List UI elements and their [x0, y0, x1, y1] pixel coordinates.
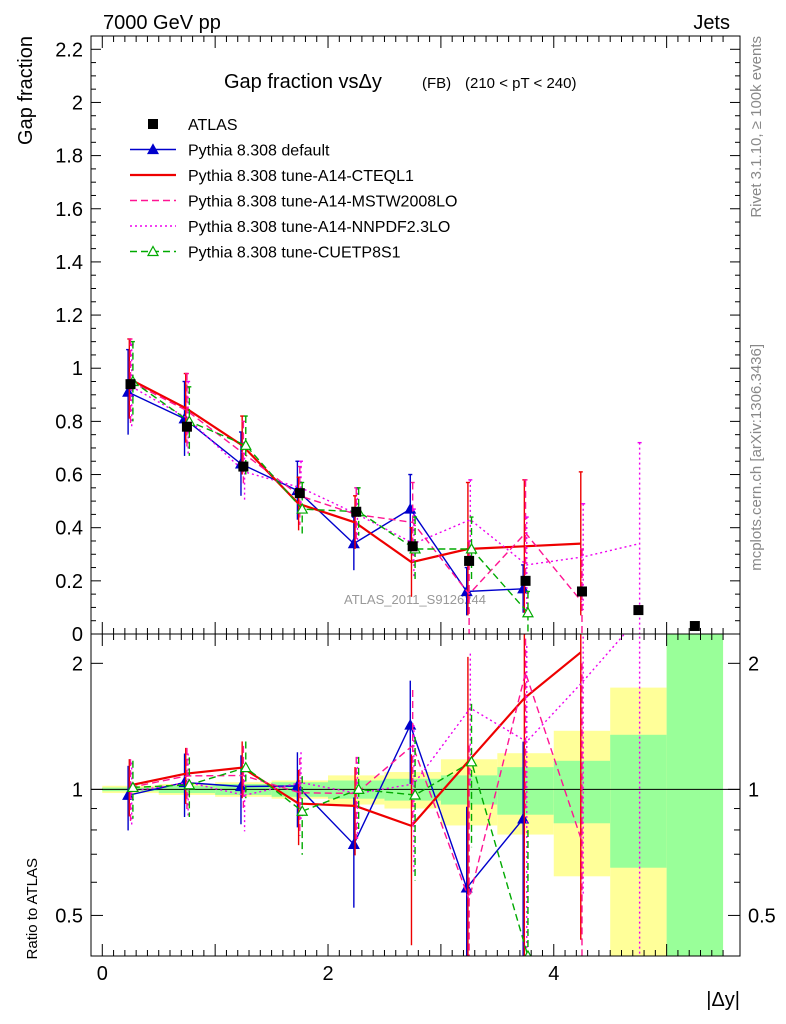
ratio-band-inner — [666, 634, 724, 956]
mc-ratio-marker — [183, 778, 196, 790]
ratio-tick-label-right: 0.5 — [748, 905, 776, 927]
title-cut: (210 < pT < 240) — [465, 75, 576, 92]
mc-marker — [239, 439, 252, 450]
mc-marker — [296, 502, 309, 514]
ratio-panel-frame — [90, 633, 741, 957]
legend-label: Pythia 8.308 tune-CUETP8S1 — [188, 245, 401, 262]
y-tick-label: 1.8 — [55, 146, 83, 168]
header-right-label: Jets — [693, 12, 730, 34]
mc-marker — [521, 606, 534, 618]
y-tick-label: 1 — [72, 358, 83, 380]
x-axis-label: |Δy| — [706, 989, 740, 1011]
legend-label: Pythia 8.308 tune-A14-CTEQL1 — [188, 168, 414, 185]
y-tick-label: 1.2 — [55, 305, 83, 327]
legend-label: Pythia 8.308 tune-A14-MSTW2008LO — [188, 194, 457, 211]
mc-ratio-marker — [409, 788, 422, 800]
mc-ratio-marker — [465, 755, 478, 767]
mc-series-line — [128, 377, 581, 564]
y-axis-label: Gap fraction — [15, 36, 37, 145]
x-tick-label: 4 — [548, 963, 559, 985]
data-point — [351, 506, 362, 517]
y-tick-label: 2.2 — [55, 39, 83, 61]
mc-ratio-marker — [517, 812, 530, 824]
main-panel-series — [122, 338, 642, 634]
mc-marker — [517, 582, 530, 594]
data-point — [576, 586, 587, 597]
mc-series-line — [131, 386, 640, 566]
mc-series-line — [132, 380, 529, 614]
data-point — [689, 621, 700, 632]
mc-ratio-line — [129, 651, 582, 828]
ratio-tick-label: 1 — [72, 779, 83, 801]
legend-marker — [146, 143, 160, 155]
header-left-label: 7000 GeV pp — [103, 12, 221, 34]
mc-marker — [465, 542, 478, 554]
ratio-tick-label-right: 1 — [748, 779, 759, 801]
ratio-tick-label-right: 2 — [748, 653, 759, 675]
title-suffix: (FB) — [422, 75, 451, 92]
ratio-y-axis-label: Ratio to ATLAS — [24, 858, 41, 959]
data-point — [407, 541, 418, 552]
data-point — [520, 575, 531, 586]
legend-label: ATLAS — [188, 117, 238, 134]
legend-label: Pythia 8.308 default — [188, 143, 330, 160]
axes: 0 0.2 0.4 0.6 0.8 1 1.2 1.4 1.6 1.8 2 2.2 0 2 4 0.5 0.5 1… — [55, 36, 776, 985]
mc-marker — [122, 385, 135, 397]
chart-title: Gap fraction vsΔy (FB) (210 < pT < 240) — [224, 71, 576, 93]
ratio-band-inner — [610, 734, 667, 868]
mc-ratio-marker — [347, 838, 360, 849]
title-main: Gap fraction vsΔy — [224, 71, 382, 93]
legend-label: Pythia 8.308 tune-A14-NNPDF2.3LO — [188, 219, 450, 236]
ratio-band-inner — [553, 760, 611, 824]
mc-ratio-marker — [234, 780, 247, 792]
mc-marker — [347, 537, 360, 549]
x-tick-label: 0 — [97, 963, 108, 985]
legend-marker — [146, 245, 160, 257]
data-point — [125, 379, 136, 390]
analysis-watermark: ATLAS_2011_S9126244 — [344, 592, 486, 607]
mc-ratio-line — [132, 760, 529, 956]
y-tick-label: 0 — [72, 624, 83, 646]
data-point — [238, 461, 249, 472]
mc-ratio-marker — [404, 718, 417, 730]
data-point — [294, 488, 305, 499]
mc-ratio-marker — [239, 761, 252, 773]
mc-ratio-line — [131, 634, 626, 796]
y-tick-label: 0.4 — [55, 518, 83, 540]
side-label-bottom: mcplots.cern.ch [arXiv:1306.3436] — [748, 344, 765, 571]
watermark-layer: ATLAS_2011_S9126244 — [344, 592, 486, 607]
legend: ATLAS Pythia 8.308 default Pythia 8.308 tu… — [130, 117, 457, 262]
mc-ratio-marker — [126, 781, 139, 793]
y-tick-label: 1.6 — [55, 199, 83, 221]
data-point — [181, 421, 192, 432]
ratio-tick-label: 2 — [72, 653, 83, 675]
y-tick-label: 2 — [72, 92, 83, 114]
x-tick-label: 2 — [322, 963, 333, 985]
data-points — [125, 379, 700, 632]
legend-marker-data — [148, 119, 158, 129]
y-tick-label: 0.2 — [55, 571, 83, 593]
data-point — [633, 605, 644, 616]
ratio-panel-series — [122, 634, 641, 956]
side-label-top: Rivet 3.1.10, ≥ 100k events — [748, 36, 765, 218]
mc-ratio-marker — [296, 804, 309, 816]
mc-series-line — [127, 391, 524, 593]
ratio-tick-label: 0.5 — [55, 905, 83, 927]
data-point — [464, 555, 475, 566]
y-tick-label: 0.6 — [55, 465, 83, 487]
y-tick-label: 1.4 — [55, 252, 83, 274]
mc-ratio-marker — [352, 783, 365, 794]
y-tick-label: 0.8 — [55, 411, 83, 433]
